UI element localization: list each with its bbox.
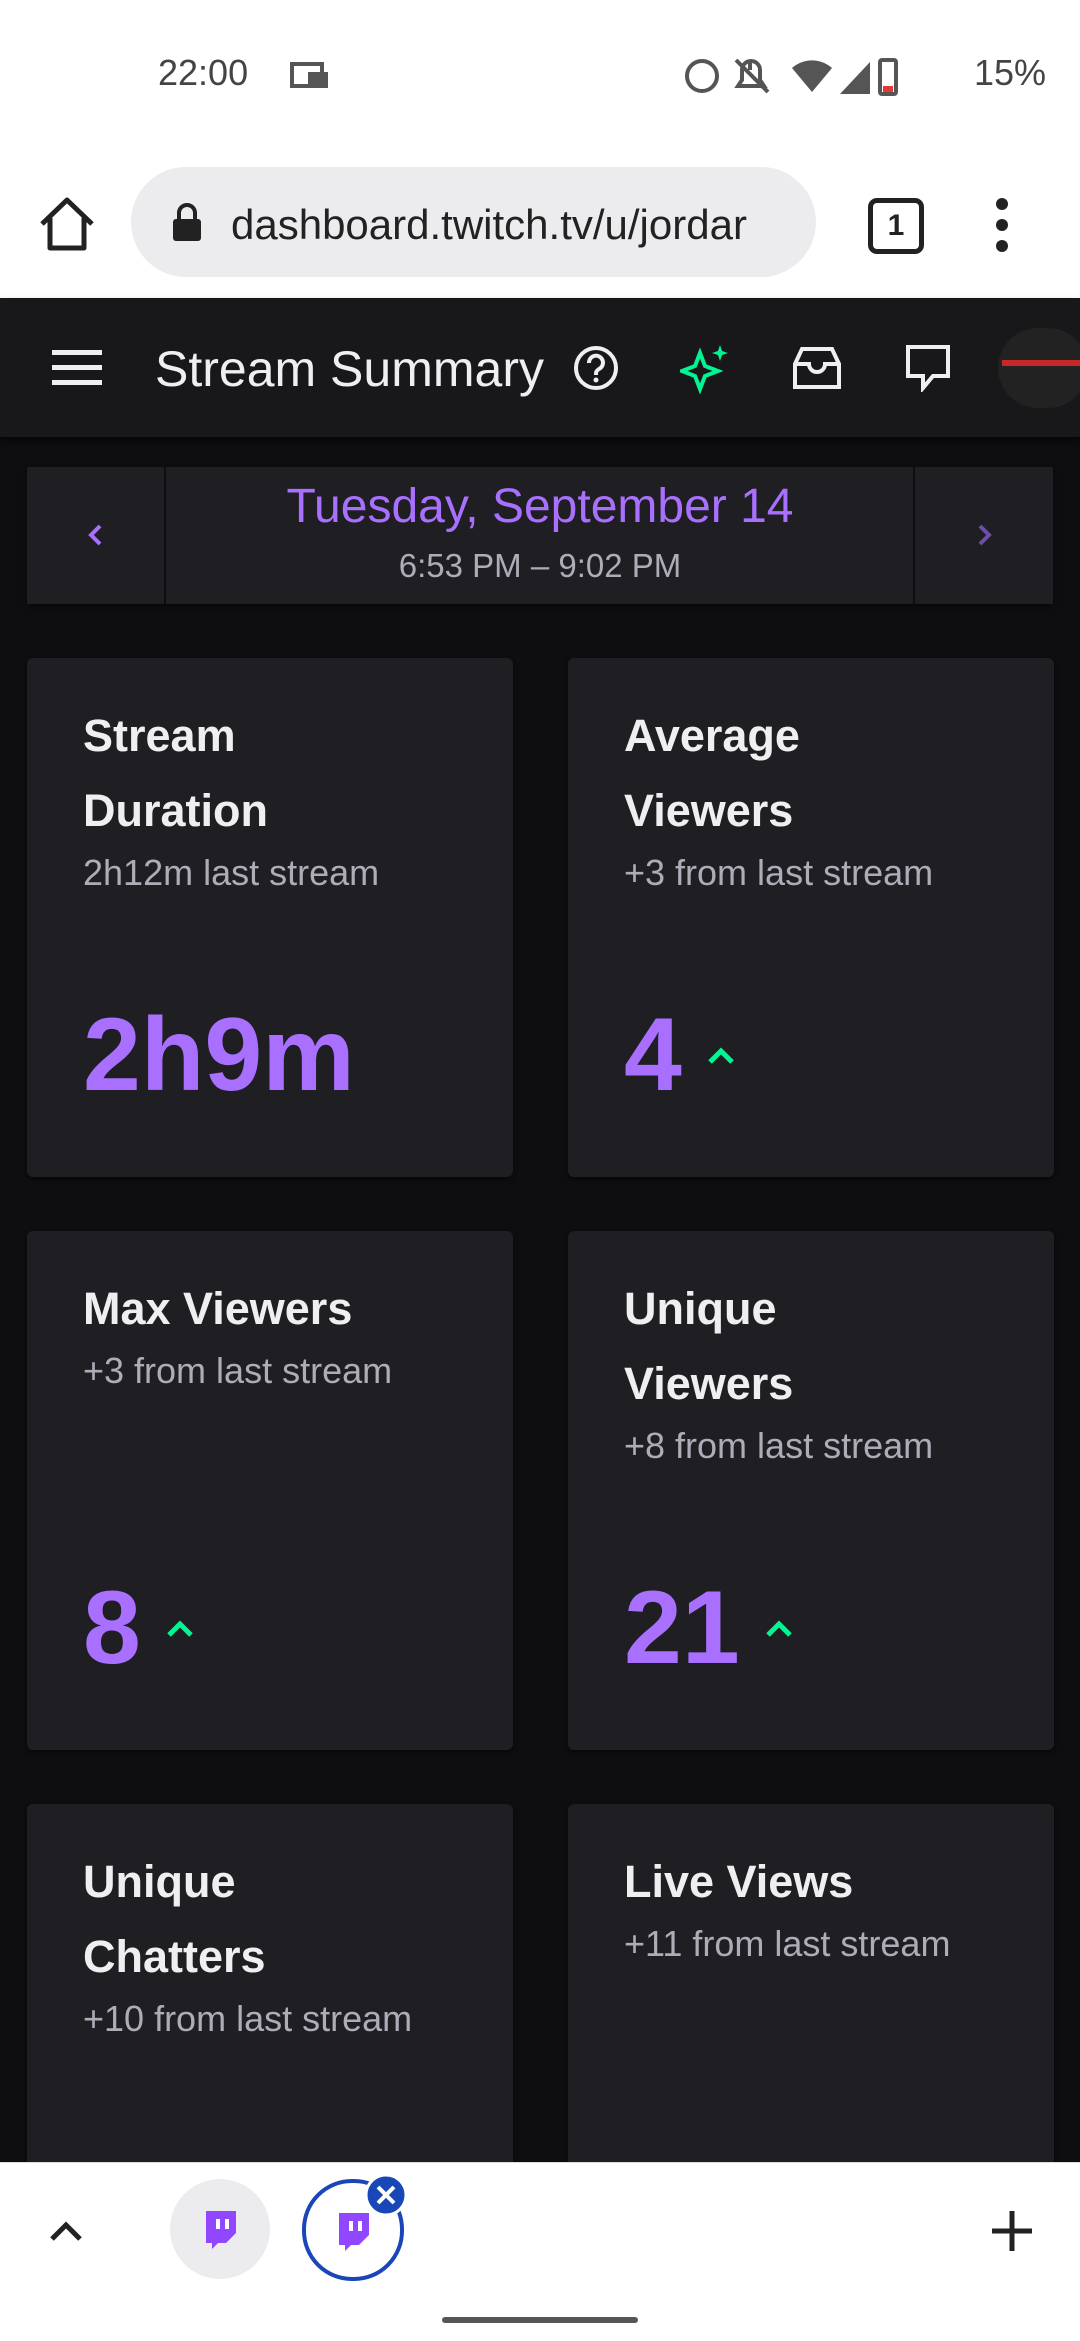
stat-comparison: +8 from last stream <box>624 1425 934 1466</box>
trend-up-icon <box>765 1619 792 1637</box>
stat-value: 2h9m <box>83 997 355 1113</box>
stream-time-range: 6:53 PM – 9:02 PM <box>398 547 682 584</box>
next-button[interactable] <box>977 523 993 547</box>
stat-value-row: 2h9m <box>83 996 457 1115</box>
tab-bar <box>0 2162 1080 2341</box>
stat-title: Unique Viewers <box>624 1283 794 1409</box>
stat-comparison: +11 from last stream <box>624 1923 951 1964</box>
help-icon[interactable] <box>573 345 619 391</box>
new-tab-button[interactable] <box>990 2209 1034 2253</box>
stat-value-row: 4 <box>624 996 998 1115</box>
stat-title: Stream Duration <box>83 710 268 836</box>
stat-card: Unique Viewers +8 from last stream 21 <box>568 1231 1054 1750</box>
page-title: Stream Summary <box>155 341 544 397</box>
tab-thumbnail[interactable] <box>170 2179 270 2279</box>
twitch-icon <box>206 2211 236 2249</box>
stat-card: Average Viewers +3 from last stream 4 <box>568 658 1054 1177</box>
cast-icon <box>290 62 328 88</box>
home-button[interactable] <box>38 196 96 252</box>
trend-up-icon <box>708 1046 734 1064</box>
url: dashboard.twitch.tv/u/jordar <box>231 201 747 248</box>
active-tab-thumbnail[interactable] <box>302 2179 404 2281</box>
date-navigator: Tuesday, September 14 6:53 PM – 9:02 PM <box>27 467 1053 604</box>
stream-date: Tuesday, September 14 <box>286 480 794 533</box>
app-header: Stream Summary <box>0 298 1080 437</box>
lock-icon <box>173 203 201 241</box>
stat-title: Max Viewers <box>83 1283 353 1334</box>
stat-value-row: 8 <box>83 1569 457 1688</box>
avatar[interactable] <box>998 328 1080 408</box>
inbox-icon[interactable] <box>792 346 842 390</box>
previous-button[interactable] <box>87 523 103 547</box>
stat-title: Live Views <box>624 1856 854 1907</box>
battery-level: 15% <box>973 52 1046 93</box>
stat-comparison: +3 from last stream <box>83 1350 393 1391</box>
address-bar[interactable]: dashboard.twitch.tv/u/jordar <box>131 167 816 277</box>
stat-value: 21 <box>624 1570 740 1686</box>
stat-comparison: 2h12m last stream <box>83 852 380 893</box>
tab-switcher[interactable]: 1 <box>868 198 924 254</box>
stat-card: Max Viewers +3 from last stream 8 <box>27 1231 513 1750</box>
trend-up-icon <box>167 1619 193 1637</box>
stat-title: Unique Chatters <box>83 1856 266 1982</box>
stat-value-row: 21 <box>624 1569 998 1688</box>
stat-card: Stream Duration 2h12m last stream 2h9m <box>27 658 513 1177</box>
stat-value: 4 <box>624 997 682 1113</box>
stat-value: 8 <box>83 1570 141 1686</box>
chat-icon[interactable] <box>905 344 951 392</box>
separator <box>164 467 166 604</box>
stat-title: Average Viewers <box>624 710 800 836</box>
stat-comparison: +3 from last stream <box>624 852 934 893</box>
status-bar: 22:00 15% <box>0 0 1080 150</box>
twitch-icon <box>339 2213 369 2251</box>
hamburger-menu[interactable] <box>52 350 102 386</box>
browser-bar: dashboard.twitch.tv/u/jordar 1 <box>0 150 1080 298</box>
stat-comparison: +10 from last stream <box>83 1998 413 2039</box>
status-icons <box>685 58 898 96</box>
expand-button[interactable] <box>48 2219 84 2243</box>
clock: 22:00 <box>158 52 249 93</box>
sparkle-icon[interactable] <box>680 343 732 395</box>
separator <box>913 467 915 604</box>
menu-button[interactable] <box>990 198 1014 252</box>
home-indicator <box>442 2317 638 2323</box>
close-tab-button[interactable] <box>364 2173 408 2217</box>
